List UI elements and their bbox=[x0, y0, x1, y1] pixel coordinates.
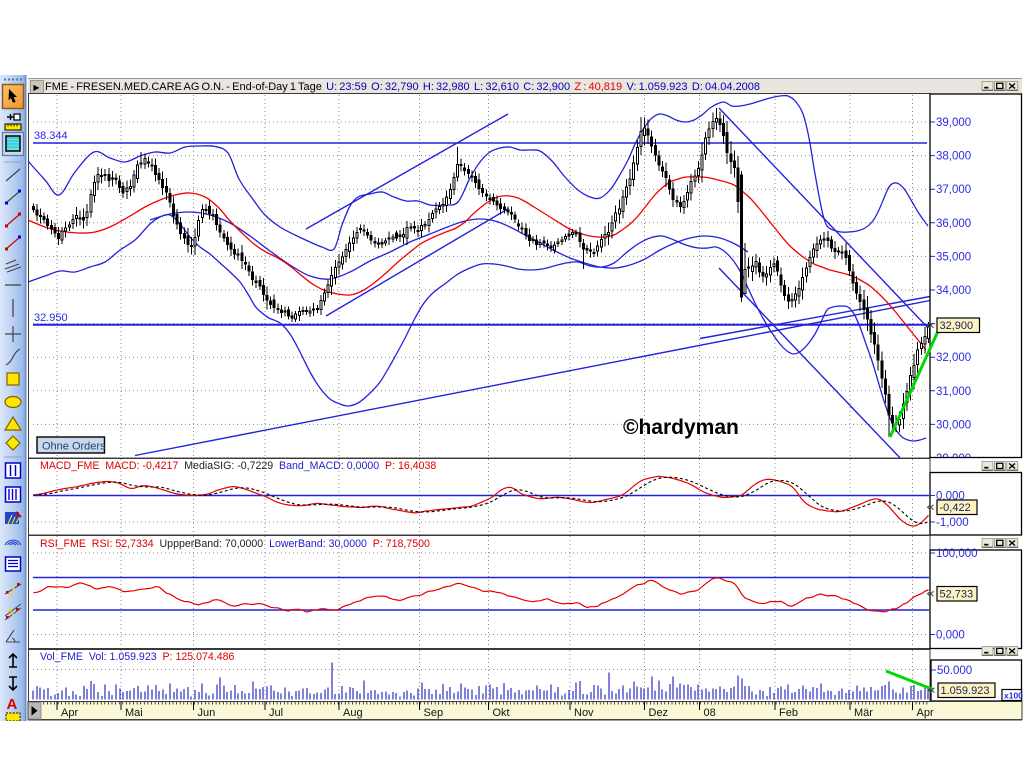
svg-text:37,000: 37,000 bbox=[936, 184, 971, 196]
svg-text:35,000: 35,000 bbox=[936, 251, 971, 263]
svg-text:08: 08 bbox=[704, 707, 716, 719]
svg-text:x100: x100 bbox=[1004, 691, 1023, 701]
svg-text:36,000: 36,000 bbox=[936, 218, 971, 230]
svg-text:-0,422: -0,422 bbox=[940, 502, 971, 514]
svg-text:38,000: 38,000 bbox=[936, 151, 971, 163]
svg-text:Mär: Mär bbox=[854, 707, 873, 719]
svg-text:Jul: Jul bbox=[269, 707, 283, 719]
svg-text:A: A bbox=[7, 696, 18, 713]
svg-text:Ohne Orders: Ohne Orders bbox=[42, 441, 106, 453]
svg-text:Apr: Apr bbox=[917, 707, 934, 719]
svg-text:29,000: 29,000 bbox=[936, 453, 971, 465]
svg-text:34,000: 34,000 bbox=[936, 285, 971, 297]
svg-text:38.344: 38.344 bbox=[34, 130, 68, 142]
svg-text:Vol_FME Vol: 1.059.923 P: 12: Vol_FME Vol: 1.059.923 P: 125.074.486 bbox=[40, 651, 234, 663]
svg-text:31,000: 31,000 bbox=[936, 386, 971, 398]
svg-text:©hardyman: ©hardyman bbox=[623, 416, 739, 439]
svg-text:RSI_FME RSI: 52,7334 UppperB: RSI_FME RSI: 52,7334 UppperBand: 70,0000… bbox=[40, 538, 430, 550]
svg-text:0,000: 0,000 bbox=[936, 630, 965, 642]
svg-text:Okt: Okt bbox=[493, 707, 510, 719]
svg-text:1.059.923: 1.059.923 bbox=[941, 685, 990, 697]
svg-text:Dez: Dez bbox=[649, 707, 669, 719]
svg-text:Nov: Nov bbox=[574, 707, 594, 719]
svg-text:30,000: 30,000 bbox=[936, 419, 971, 431]
svg-text:Aug: Aug bbox=[343, 707, 363, 719]
svg-text:-1,000: -1,000 bbox=[936, 517, 969, 529]
svg-text:52,733: 52,733 bbox=[940, 589, 974, 601]
svg-text:MACD_FME MACD: -0,4217 Media: MACD_FME MACD: -0,4217 MediaSIG: -0,7229… bbox=[40, 460, 436, 472]
svg-text:50.000: 50.000 bbox=[937, 665, 972, 677]
svg-text:32.950: 32.950 bbox=[34, 312, 68, 324]
svg-text:Sep: Sep bbox=[424, 707, 444, 719]
svg-text:Mai: Mai bbox=[125, 707, 143, 719]
svg-text:32,000: 32,000 bbox=[936, 352, 971, 364]
svg-text:Apr: Apr bbox=[61, 707, 78, 719]
svg-text:32,900: 32,900 bbox=[940, 320, 974, 332]
svg-text:39,000: 39,000 bbox=[936, 117, 971, 129]
svg-text:Jun: Jun bbox=[198, 707, 216, 719]
svg-text:100,000: 100,000 bbox=[936, 548, 978, 560]
svg-text:Feb: Feb bbox=[779, 707, 798, 719]
